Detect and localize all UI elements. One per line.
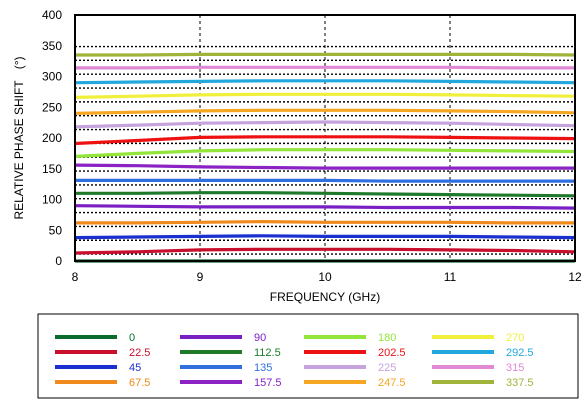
- x-tick-label: 12: [568, 270, 582, 284]
- legend-label: 112.5: [254, 347, 281, 359]
- x-tick-label: 8: [72, 270, 79, 284]
- legend-label: 337.5: [506, 377, 534, 389]
- legend-label: 90: [254, 332, 266, 344]
- plot-frame: [74, 14, 576, 262]
- x-axis-title: FREQUENCY (GHz): [270, 290, 380, 304]
- legend-label: 202.5: [378, 347, 406, 359]
- legend-box: [37, 313, 579, 399]
- y-axis-title-text: RELATIVE PHASE SHIFT: [12, 80, 26, 220]
- y-tick-label: 300: [42, 70, 62, 84]
- series-line-292.5: [74, 79, 576, 85]
- y-axis-unit: (°): [12, 56, 26, 69]
- x-tick-labels: 8 9 10 11 12: [72, 270, 582, 284]
- y-tick-label: 350: [42, 39, 62, 53]
- legend-label: 315: [506, 362, 524, 374]
- y-tick-label: 400: [42, 8, 62, 22]
- series-line-90: [74, 204, 576, 210]
- series-line-180: [74, 148, 576, 158]
- legend-label: 0: [129, 332, 135, 344]
- legend-label: 157.5: [254, 377, 282, 389]
- legend-label: 270: [506, 332, 524, 344]
- legend-label: 180: [378, 332, 396, 344]
- series-line-247.5: [74, 108, 576, 115]
- y-axis-title: RELATIVE PHASE SHIFT (°): [12, 56, 26, 219]
- x-tick-label: 10: [318, 270, 332, 284]
- series-line-337.5: [75, 52, 576, 57]
- series-line-202.5: [74, 135, 576, 146]
- series-line-22.5: [74, 247, 576, 255]
- series-line-45: [74, 234, 576, 240]
- legend-label: 225: [378, 362, 396, 374]
- series-line-315: [75, 65, 575, 70]
- series-line-135: [75, 178, 575, 183]
- x-tick-label: 9: [197, 270, 204, 284]
- y-tick-label: 150: [42, 162, 62, 176]
- y-tick-label: 250: [42, 100, 62, 114]
- y-tick-label: 50: [49, 223, 63, 237]
- series-line-112.5: [75, 191, 576, 198]
- legend-label: 22.5: [129, 347, 150, 359]
- legend-label: 45: [129, 362, 141, 374]
- y-tick-label: 200: [42, 131, 62, 145]
- legend-label: 67.5: [129, 377, 150, 389]
- legend-label: 135: [254, 362, 272, 374]
- x-tick-label: 11: [444, 270, 457, 284]
- y-tick-label: 100: [42, 193, 62, 207]
- y-tick-labels: 0 50 100 150 200 250 300 350 400: [42, 8, 62, 268]
- series-line-225: [74, 120, 576, 129]
- series-line-157.5: [74, 163, 575, 170]
- legend: 0 22.5 45 67.5 90 112.5 135 157.5 180 202.5 225 247…: [55, 332, 534, 389]
- y-tick-label: 0: [55, 254, 62, 268]
- series-line-270: [74, 92, 576, 99]
- legend-label: 247.5: [378, 377, 406, 389]
- legend-label: 292.5: [506, 347, 534, 359]
- series-line-67.5: [75, 220, 575, 225]
